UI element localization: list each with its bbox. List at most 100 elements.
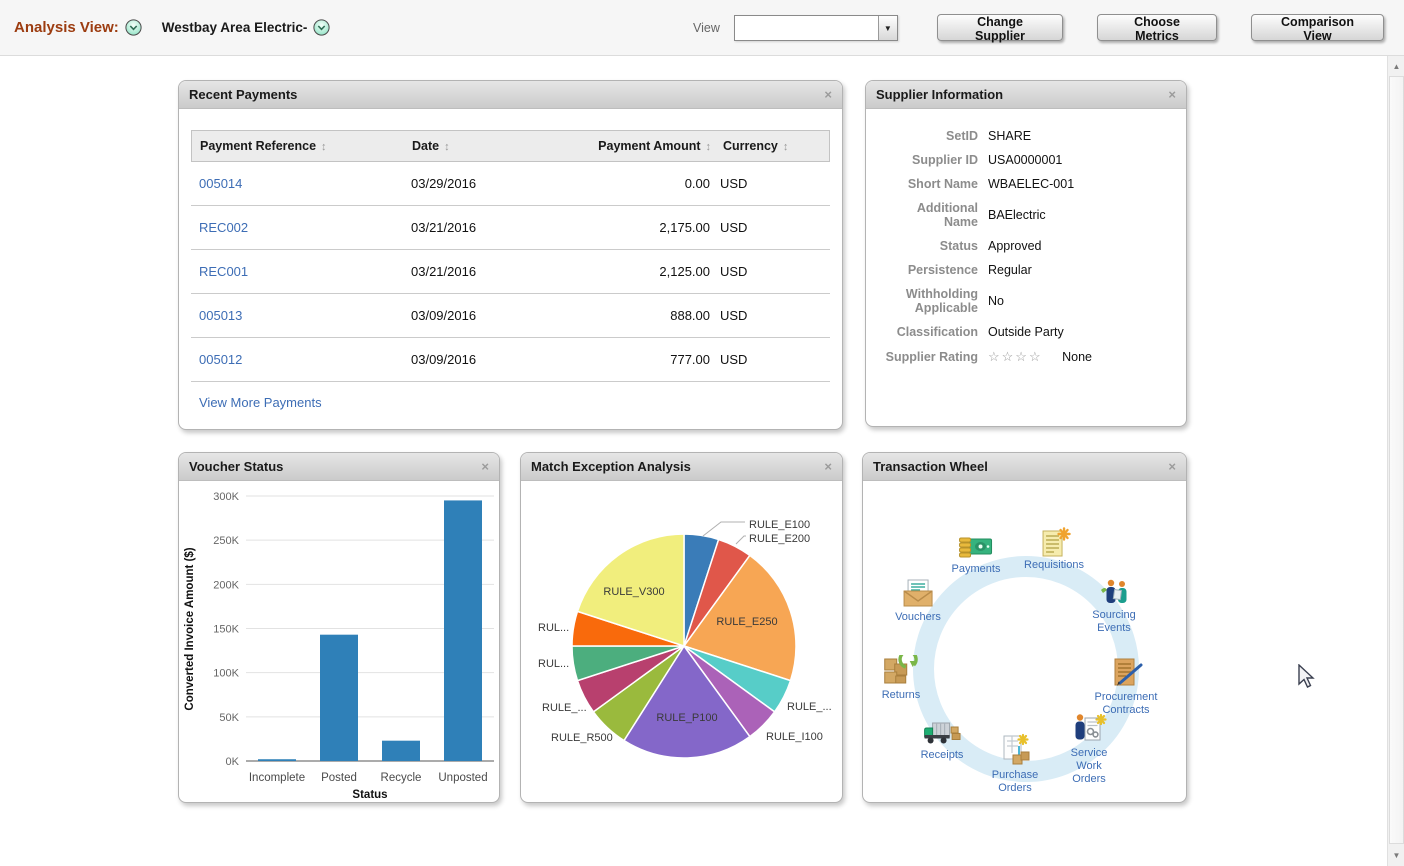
field-label: Classification [896, 325, 978, 339]
wheel-item-procurement-contracts[interactable]: Procurement Contracts [1079, 657, 1173, 717]
sort-icon[interactable]: ↕ [782, 141, 789, 153]
match-exception-body: RULE_E100 RULE_E200 RULE_E250 RULE_... RULE_… [521, 481, 842, 802]
service-work-orders-icon [1075, 713, 1107, 741]
field-value: BAElectric [988, 208, 1046, 222]
vertical-scrollbar[interactable]: ▲ ▼ [1387, 56, 1404, 866]
table-row: 005012 03/09/2016 777.00 USD [191, 338, 830, 382]
field-value: Approved [988, 239, 1042, 253]
analysis-view-dropdown-icon[interactable] [125, 19, 142, 36]
svg-text:Unposted: Unposted [438, 772, 487, 784]
field-value: No [988, 294, 1004, 308]
svg-text:RULE_P100: RULE_P100 [656, 712, 717, 724]
wheel-item-purchase-orders[interactable]: Purchase Orders [984, 733, 1046, 795]
payment-currency: USD [720, 308, 748, 323]
rating-text: None [1062, 350, 1092, 364]
payment-date: 03/21/2016 [411, 264, 477, 279]
payment-currency: USD [720, 264, 748, 279]
voucher-status-header: Voucher Status × [179, 453, 499, 481]
wheel-item-receipts[interactable]: Receipts [920, 719, 964, 762]
close-icon[interactable]: × [824, 87, 832, 102]
svg-text:100K: 100K [213, 668, 239, 680]
svg-text:250K: 250K [213, 535, 239, 547]
table-row: 005013 03/09/2016 888.00 USD [191, 294, 830, 338]
wheel-item-vouchers[interactable]: Vouchers [895, 577, 941, 624]
svg-text:RUL...: RUL... [538, 658, 569, 670]
payment-reference-link[interactable]: REC002 [199, 220, 249, 235]
recent-payments-panel: Recent Payments × Payment Reference ↕ Dat… [178, 80, 843, 430]
field-value: WBAELEC-001 [988, 177, 1075, 191]
wheel-item-returns[interactable]: Returns [881, 655, 921, 702]
wheel-item-label[interactable]: Procurement Contracts [1094, 691, 1158, 717]
scroll-up-icon[interactable]: ▲ [1392, 62, 1401, 71]
match-exception-header: Match Exception Analysis × [521, 453, 842, 481]
wheel-item-label[interactable]: Sourcing Events [1092, 609, 1136, 635]
wheel-item-label[interactable]: Returns [881, 689, 921, 701]
comparison-view-button[interactable]: Comparison View [1251, 14, 1384, 43]
svg-text:Recycle: Recycle [381, 772, 422, 784]
payment-currency: USD [720, 220, 748, 235]
supplier-fields: SetID SHARE Supplier ID USA0000001 Short… [866, 109, 1186, 365]
payment-currency: USD [720, 352, 748, 367]
payment-reference-link[interactable]: REC001 [199, 264, 249, 279]
close-icon[interactable]: × [481, 459, 489, 474]
sort-icon[interactable]: ↕ [705, 141, 712, 153]
payments-table-header: Payment Reference ↕ Date ↕ Payment Amount ↕… [191, 130, 830, 162]
wheel-item-label[interactable]: Receipts [920, 749, 964, 761]
view-combobox-value[interactable] [734, 16, 878, 40]
receipts-icon [924, 722, 961, 744]
mouse-cursor [1298, 664, 1315, 688]
transaction-wheel-body: Payments Requisitions Sourcing Events [863, 481, 1186, 802]
change-supplier-button[interactable]: Change Supplier [937, 14, 1063, 43]
wheel-item-sourcing-events[interactable]: Sourcing Events [1085, 577, 1143, 635]
payment-reference-link[interactable]: 005012 [199, 352, 243, 367]
svg-text:0K: 0K [226, 756, 240, 768]
scroll-down-icon[interactable]: ▼ [1392, 851, 1401, 860]
wheel-item-label[interactable]: Vouchers [895, 611, 941, 623]
svg-text:RUL...: RUL... [538, 622, 569, 634]
field-value: SHARE [988, 129, 1032, 143]
analysis-view-label: Analysis View: [14, 19, 119, 36]
wheel-item-payments[interactable]: Payments [951, 531, 1001, 576]
supplier-dropdown-icon[interactable] [313, 19, 330, 36]
wheel-item-requisitions[interactable]: Requisitions [1024, 527, 1084, 572]
wheel-item-label[interactable]: Requisitions [1024, 559, 1084, 571]
returns-icon [884, 655, 919, 684]
view-combobox[interactable]: ▼ [733, 15, 898, 41]
supplier-information-body: SetID SHARE Supplier ID USA0000001 Short… [866, 109, 1186, 426]
wheel-item-label[interactable]: Purchase Orders [991, 769, 1039, 795]
recent-payments-body: Payment Reference ↕ Date ↕ Payment Amount ↕… [179, 130, 842, 450]
field-label: SetID [946, 129, 978, 143]
column-date[interactable]: Date ↕ [412, 139, 450, 153]
column-currency[interactable]: Currency ↕ [723, 139, 789, 153]
view-label: View [693, 21, 720, 35]
choose-metrics-button[interactable]: Choose Metrics [1097, 14, 1217, 43]
table-row: REC001 03/21/2016 2,125.00 USD [191, 250, 830, 294]
view-more-payments-link[interactable]: View More Payments [199, 395, 322, 410]
wheel-item-label[interactable]: Payments [951, 563, 1001, 575]
voucher-status-title: Voucher Status [189, 459, 284, 474]
close-icon[interactable]: × [824, 459, 832, 474]
recent-payments-title: Recent Payments [189, 87, 298, 102]
svg-text:Converted Invoice Amount ($): Converted Invoice Amount ($) [184, 547, 196, 710]
payments-icon [959, 537, 993, 558]
svg-text:RULE_E250: RULE_E250 [716, 616, 777, 628]
sort-icon[interactable]: ↕ [444, 141, 450, 153]
column-payment-amount[interactable]: Payment Amount ↕ [598, 139, 712, 153]
close-icon[interactable]: × [1168, 459, 1176, 474]
sort-icon[interactable]: ↕ [321, 141, 327, 153]
close-icon[interactable]: × [1168, 87, 1176, 102]
svg-text:Status: Status [352, 789, 387, 801]
view-combobox-arrow[interactable]: ▼ [877, 16, 897, 40]
wheel-item-service-work-orders[interactable]: Service Work Orders [1063, 713, 1115, 787]
wheel-item-label[interactable]: Service Work Orders [1070, 747, 1108, 786]
svg-text:RULE_V300: RULE_V300 [603, 586, 664, 598]
payment-reference-link[interactable]: 005014 [199, 176, 243, 191]
scrollbar-thumb[interactable] [1389, 76, 1404, 844]
column-payment-reference[interactable]: Payment Reference ↕ [200, 139, 327, 153]
supplier-information-title: Supplier Information [876, 87, 1004, 102]
payment-reference-link[interactable]: 005013 [199, 308, 243, 323]
payment-currency: USD [720, 176, 748, 191]
rating-stars-icon: ☆☆☆☆ [988, 349, 1043, 364]
transaction-wheel-header: Transaction Wheel × [863, 453, 1186, 481]
